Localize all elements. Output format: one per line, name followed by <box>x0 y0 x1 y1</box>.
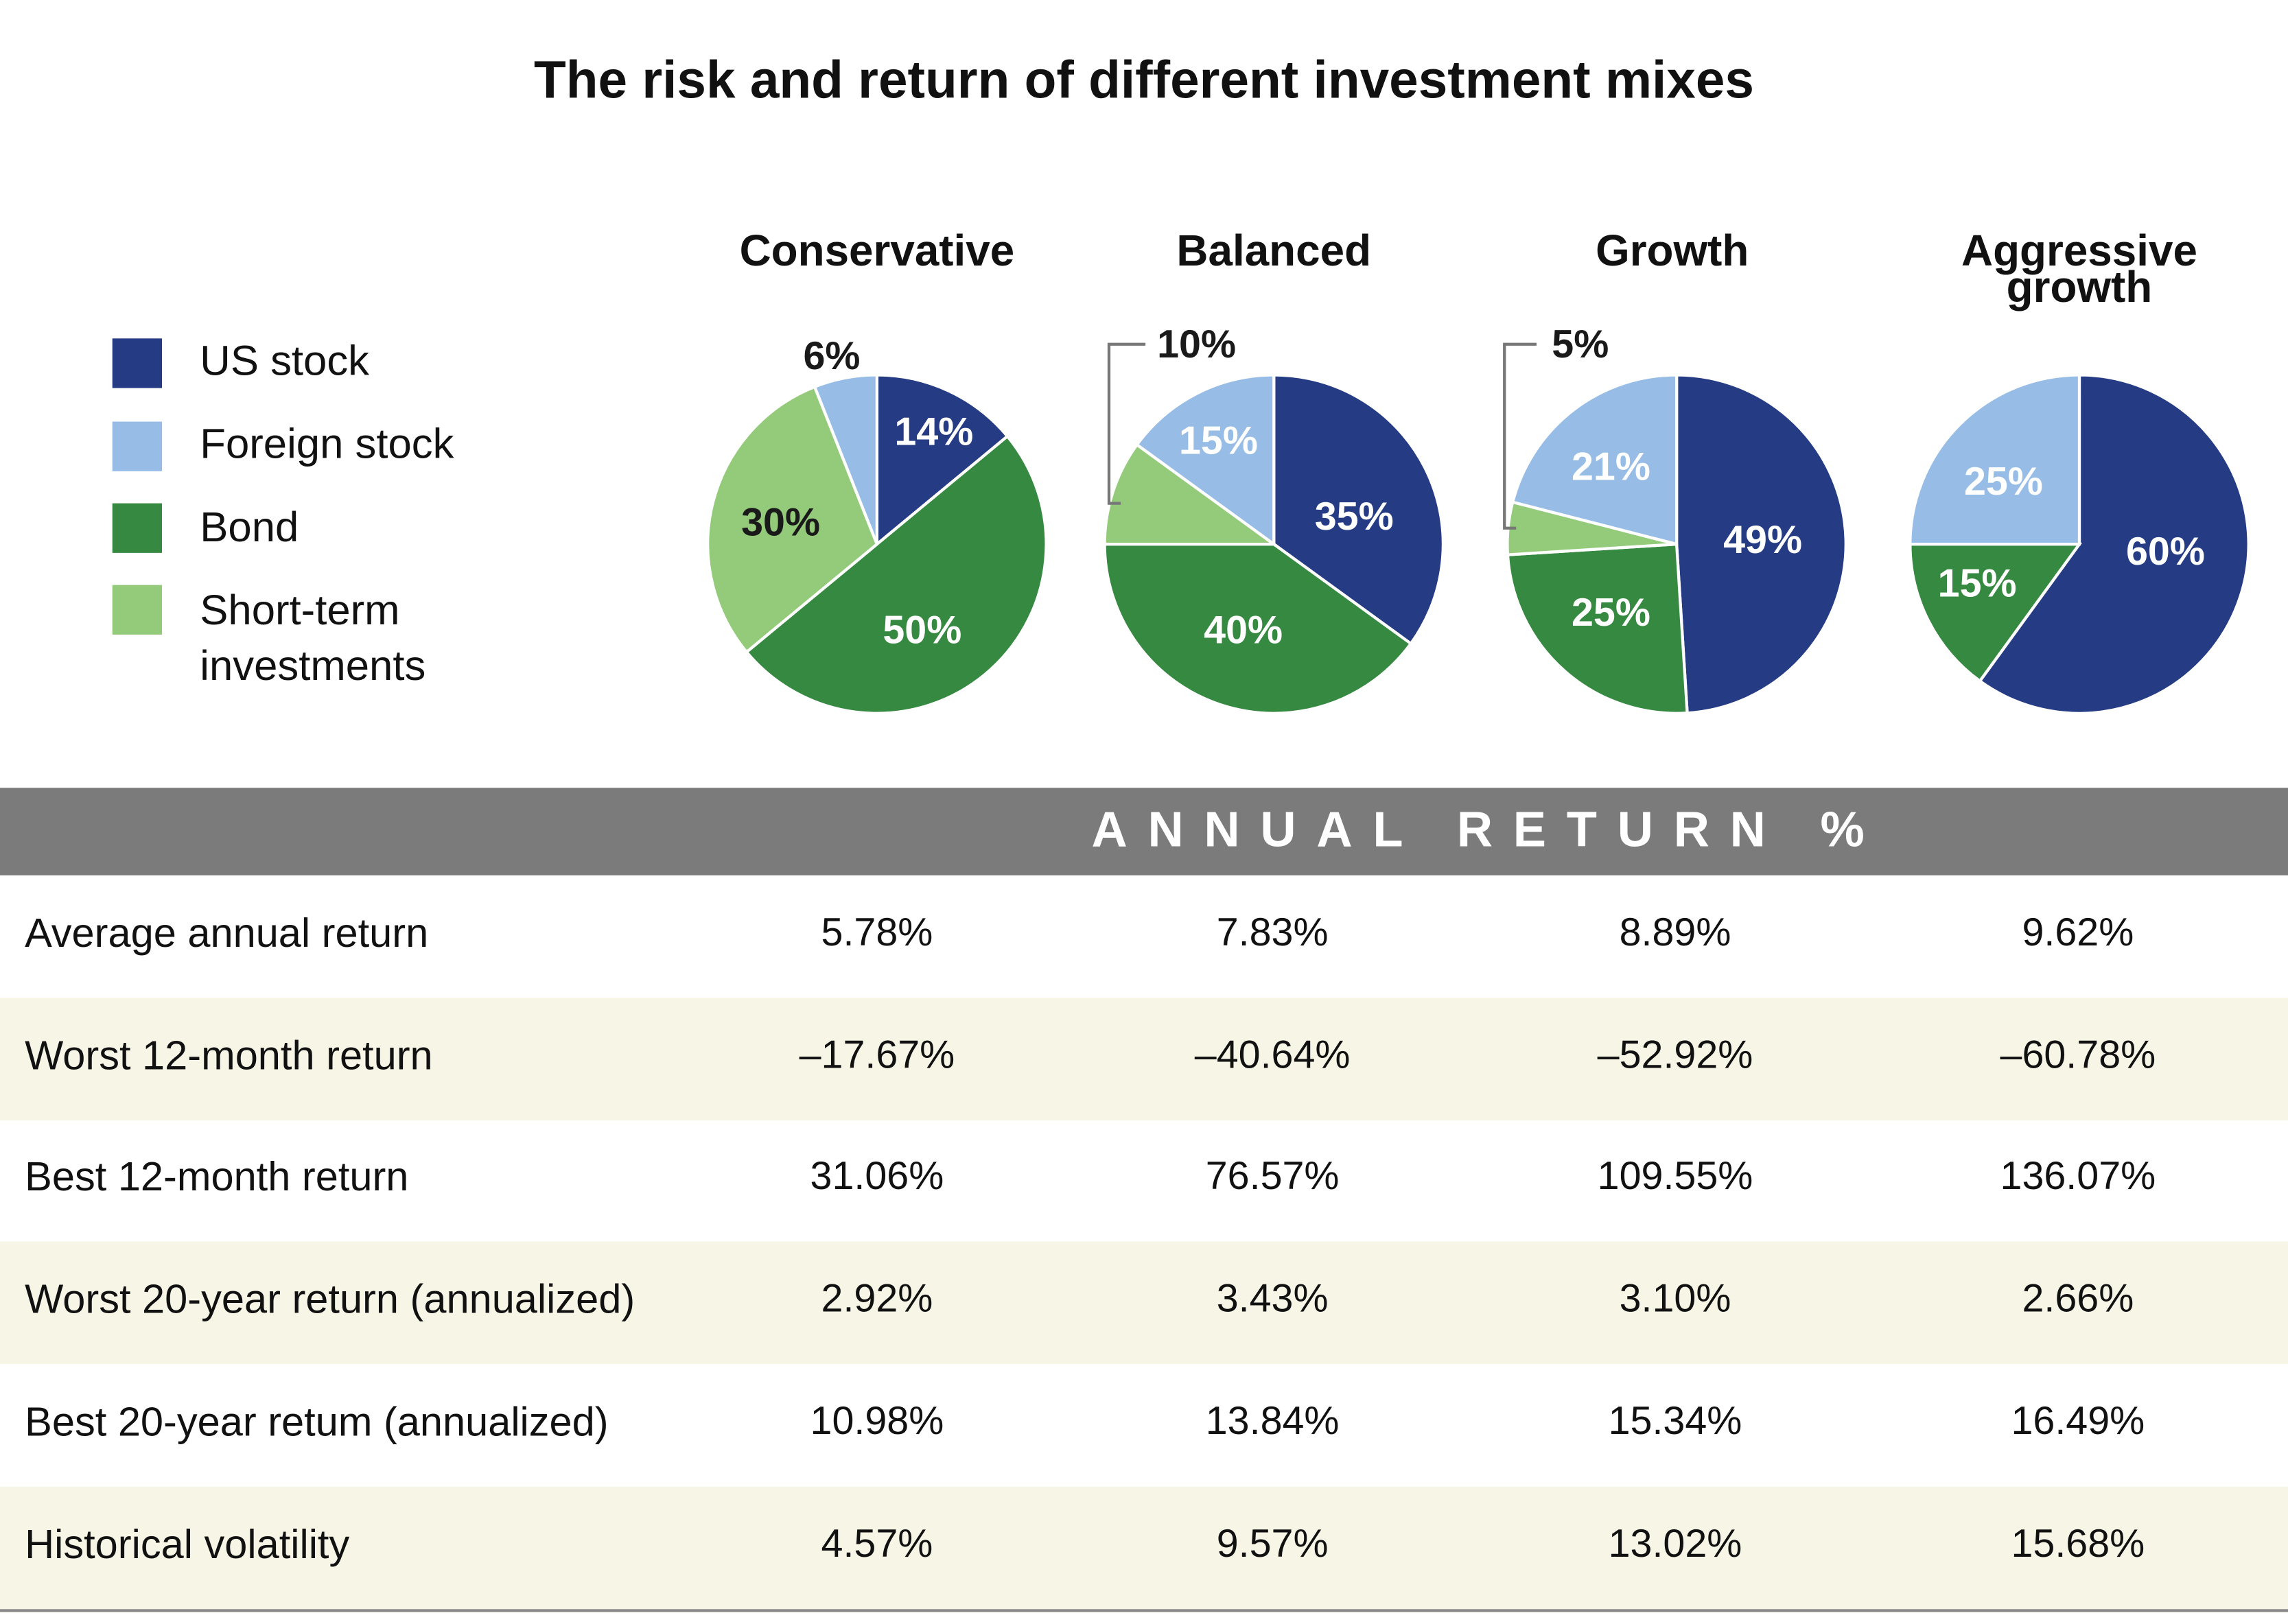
row-label: Worst 20-year return (annualized) <box>25 1276 635 1322</box>
pie-slice-foreign-stock <box>813 373 879 545</box>
pie-slice-us-stock <box>1978 373 2250 715</box>
row-value: 76.57% <box>1205 1154 1340 1199</box>
slice-label: 6% <box>803 334 860 378</box>
row-value: 9.57% <box>1216 1520 1329 1565</box>
slice-label: 15% <box>1938 562 2017 606</box>
pie-slice-foreign-stock <box>1134 373 1276 548</box>
table-row: Historical volatility 4.57% 9.57% 13.02% 15.… <box>0 1485 2288 1609</box>
row-value: –60.78% <box>2000 1032 2156 1076</box>
row-value: 109.55% <box>1597 1154 1753 1199</box>
pie-slice-bond <box>1506 542 1689 715</box>
legend-label: Foreign stock <box>200 421 454 469</box>
pie-slice-us-stock <box>875 373 1009 548</box>
table-bottom-divider <box>0 1609 2288 1612</box>
slice-label: 25% <box>1572 591 1650 635</box>
row-value: 15.34% <box>1608 1398 1742 1443</box>
pie-title-line: Aggressive <box>1961 227 2197 276</box>
table-row: Worst 20-year return (annualized) 2.92% 3.… <box>0 1241 2288 1365</box>
row-label: Historical volatility <box>25 1520 350 1566</box>
row-value: –40.64% <box>1194 1032 1351 1076</box>
pie-charts: 14% 50% 30% 6% 35% 40% 10% 15% 49% 25% 5% 21% 60% 15%… <box>706 322 2250 715</box>
slice-label: 60% <box>2126 530 2205 574</box>
row-value: 13.84% <box>1205 1398 1340 1443</box>
row-value: 3.10% <box>1619 1276 1731 1321</box>
legend-swatch-foreign-stock <box>112 421 163 471</box>
row-value: 5.78% <box>821 910 933 954</box>
table-row: Best 20-year retum (annualized) 10.98% 13.… <box>0 1364 2288 1487</box>
pie-slice-bond <box>1103 542 1413 715</box>
row-value: 15.68% <box>2011 1520 2145 1565</box>
pie-slice-bond <box>1908 542 2083 683</box>
row-value: 16.49% <box>2011 1398 2145 1443</box>
pie-title-line: growth <box>2006 263 2153 313</box>
pie-slice-short-term-investments <box>1103 443 1279 546</box>
slice-label: 50% <box>883 609 961 652</box>
slice-label: 14% <box>894 410 973 454</box>
table-row: Average annual return 5.78% 7.83% 8.89% 9.62… <box>0 875 2288 998</box>
row-value: 10.98% <box>810 1398 944 1443</box>
slice-label: 5% <box>1552 322 1609 366</box>
row-value: 136.07% <box>2000 1154 2156 1199</box>
row-value: –17.67% <box>799 1032 955 1076</box>
pie-slice-foreign-stock <box>1510 373 1679 546</box>
legend-swatch-bond <box>112 503 163 553</box>
row-label: Worst 12-month return <box>25 1032 433 1078</box>
row-label: Average annual return <box>25 910 429 956</box>
row-value: 7.83% <box>1216 910 1329 954</box>
slice-label: 25% <box>1964 460 2043 504</box>
row-value: 3.43% <box>1216 1276 1329 1321</box>
row-value: 8.89% <box>1619 910 1731 954</box>
pie-slice-foreign-stock <box>1908 373 2081 546</box>
table-row: Worst 12-month return –17.67% –40.64% –52.9… <box>0 997 2288 1120</box>
chart-title: The risk and return of different investm… <box>533 49 1755 110</box>
slice-label: 49% <box>1723 518 1802 562</box>
row-value: 4.57% <box>821 1520 933 1565</box>
row-value: 13.02% <box>1608 1520 1742 1565</box>
table-header-label: ANNUAL RETURN % <box>1091 802 1885 858</box>
pie-title-aggressive-growth: Aggressive growth <box>1890 223 2269 316</box>
table-row: Best 12-month return 31.06% 76.57% 109.55% 1… <box>0 1120 2288 1243</box>
slice-label: 21% <box>1572 445 1650 489</box>
table-header: ANNUAL RETURN % <box>0 788 2288 875</box>
legend-label: Short-term investments <box>200 587 426 690</box>
row-value: 2.66% <box>2022 1276 2134 1321</box>
legend-swatch-us-stock <box>112 338 163 388</box>
pie-slice-us-stock <box>1674 373 1847 715</box>
row-label: Best 12-month return <box>25 1154 409 1200</box>
row-value: 31.06% <box>810 1154 944 1199</box>
leader-line <box>1503 342 1537 530</box>
slice-label: 30% <box>741 500 820 544</box>
slice-label: 35% <box>1315 495 1394 539</box>
pie-title-conservative: Conservative <box>739 227 1015 276</box>
pie-title-balanced: Balanced <box>1176 227 1372 276</box>
slice-label: 40% <box>1204 609 1283 652</box>
row-value: –52.92% <box>1597 1032 1753 1076</box>
row-value: 9.62% <box>2022 910 2134 954</box>
legend-label: Bond <box>200 504 299 552</box>
pie-slice-short-term-investments <box>706 385 879 655</box>
row-value: 2.92% <box>821 1276 933 1321</box>
pie-title-growth: Growth <box>1596 227 1749 276</box>
slice-label: 15% <box>1179 419 1258 462</box>
slice-label: 10% <box>1157 322 1236 366</box>
pie-slice-bond <box>744 434 1048 715</box>
legend-swatch-short-term <box>112 585 163 635</box>
legend-label: US stock <box>200 338 370 386</box>
leader-line <box>1107 342 1146 505</box>
pie-slice-us-stock <box>1272 373 1445 646</box>
row-label: Best 20-year retum (annualized) <box>25 1398 609 1444</box>
